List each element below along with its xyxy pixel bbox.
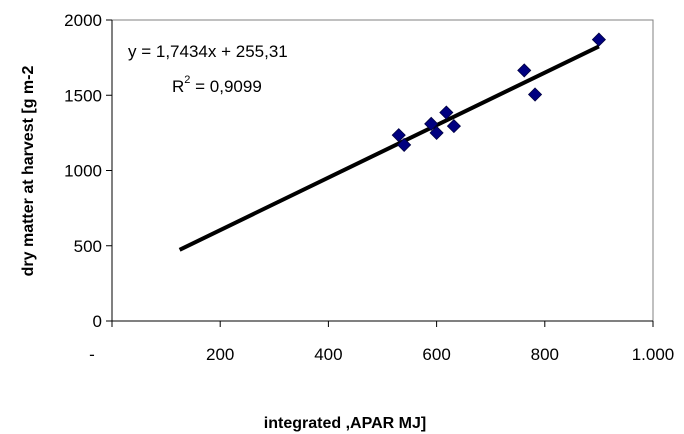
trendline	[178, 44, 600, 252]
data-point-marker	[424, 116, 439, 131]
data-point-marker	[429, 125, 444, 140]
data-point-marker	[391, 128, 406, 143]
y-tick-label: 500	[74, 237, 102, 256]
x-tick-label: 200	[206, 345, 234, 364]
data-point-marker	[591, 32, 606, 47]
y-axis-title: dry matter at harvest [g m-2	[20, 66, 37, 277]
r-squared-label: R2 = 0,9099	[172, 74, 262, 96]
y-tick-label: 1000	[64, 162, 102, 181]
y-tick-label: 1500	[64, 86, 102, 105]
y-tick-label: 2000	[64, 11, 102, 30]
r-squared-superscript: 2	[184, 74, 190, 86]
x-tick-label: 600	[422, 345, 450, 364]
data-point-marker	[517, 63, 532, 78]
x-tick-label: 1.000	[632, 345, 675, 364]
plot-area-border	[111, 19, 654, 322]
y-tick-label: 0	[93, 312, 102, 331]
x-axis-title: integrated ,APAR MJ]	[264, 415, 426, 432]
x-tick-label: 400	[314, 345, 342, 364]
data-point-marker	[446, 119, 461, 134]
r-squared-prefix: R	[172, 77, 184, 96]
data-point-marker	[527, 87, 543, 102]
x-tick-label: -	[89, 345, 95, 364]
data-point-marker	[397, 137, 412, 152]
data-point-marker	[439, 105, 454, 120]
r-squared-value: = 0,9099	[190, 77, 261, 96]
x-tick-label: 800	[531, 345, 559, 364]
trendline-equation: y = 1,7434x + 255,31	[128, 42, 288, 61]
